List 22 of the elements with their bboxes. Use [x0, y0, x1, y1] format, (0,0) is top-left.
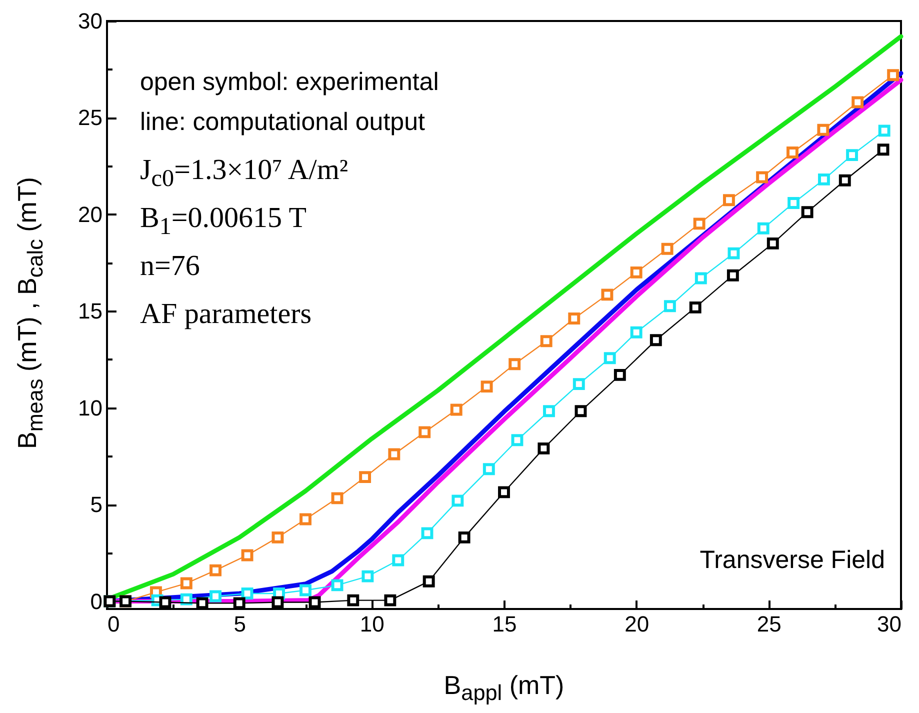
x-tick-label: 15 [492, 612, 517, 636]
annotation: open symbol: experimental [140, 68, 439, 96]
annotation: Transverse Field [700, 546, 885, 574]
x-tick-label: 5 [234, 612, 246, 636]
y-tick-label: 20 [78, 202, 102, 227]
y-tick-label: 25 [78, 105, 102, 130]
annotation: AF parameters [140, 298, 312, 330]
y-tick-label: 10 [78, 395, 102, 420]
x-tick-label: 20 [624, 612, 650, 636]
y-tick-label: 15 [78, 298, 102, 324]
x-tick-label: 25 [756, 612, 782, 636]
x-tick-label: 30 [877, 612, 902, 636]
y-tick-label: 0 [90, 588, 102, 614]
y-tick-label: 5 [90, 492, 102, 518]
annotation: line: computational output [140, 108, 425, 136]
x-tick-label: 0 [108, 612, 120, 636]
annotation: J$_{c0}$=1.3×10⁷ A/m² [140, 154, 348, 192]
y-tick-label: 30 [78, 8, 102, 34]
x-axis-title: B$_{appl}$ (mT) [444, 670, 564, 706]
x-tick-label: 10 [360, 612, 384, 636]
annotation: B$_{1}$=0.00615 T [140, 202, 306, 240]
annotation: n=76 [140, 250, 200, 282]
